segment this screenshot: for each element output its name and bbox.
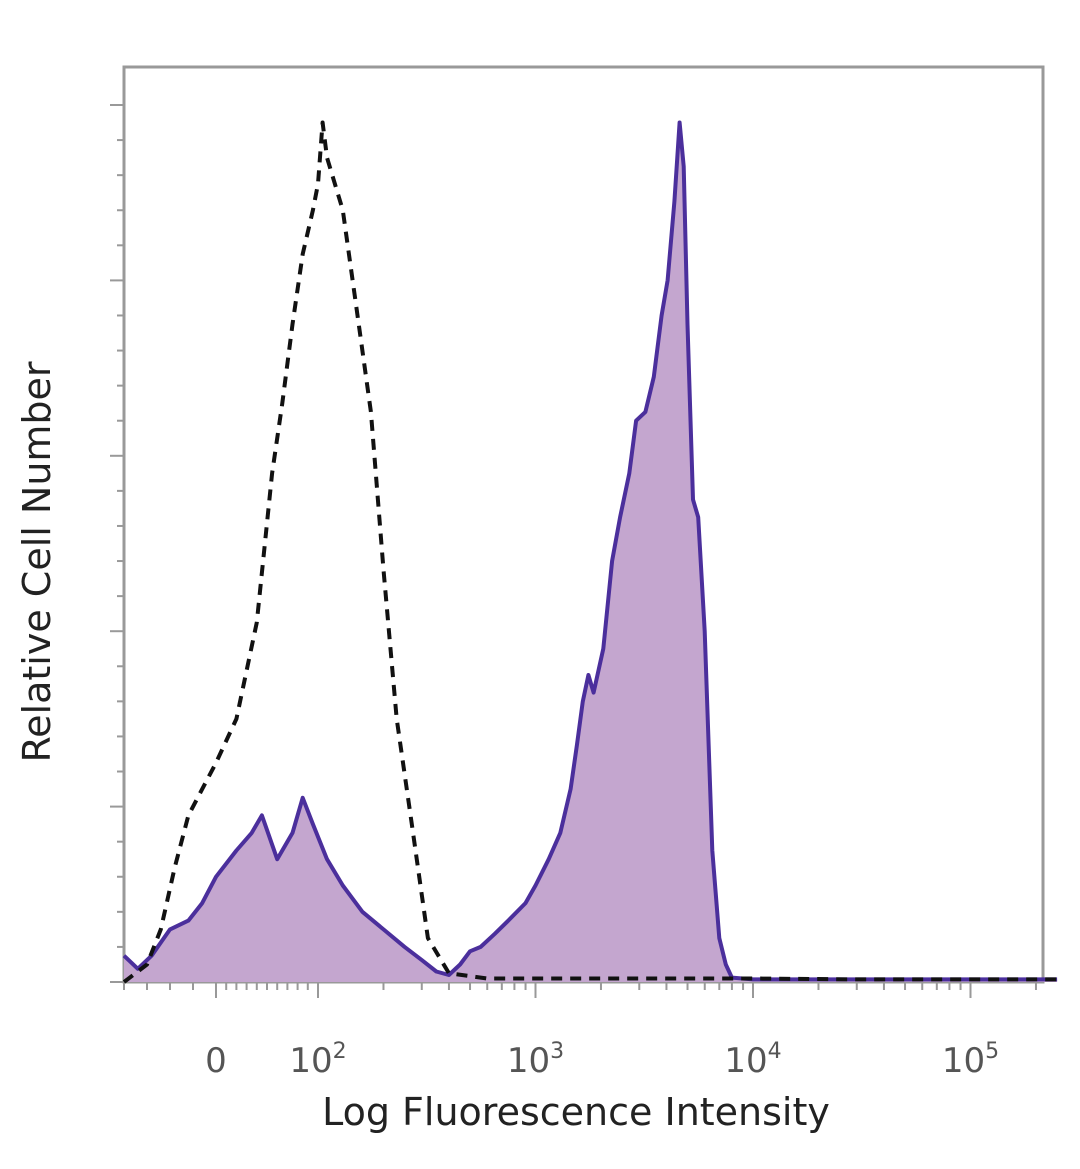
y-axis-ticks xyxy=(110,104,124,983)
x-tick-label: 105 xyxy=(942,1039,999,1081)
x-axis-tick-labels: 0 102 103 104 105 xyxy=(205,1039,999,1081)
series-layer xyxy=(122,120,1058,984)
x-tick-label: 104 xyxy=(724,1039,781,1081)
stained-sample-line xyxy=(122,120,1058,982)
x-tick-label: 0 xyxy=(205,1041,227,1081)
x-tick-label: 102 xyxy=(289,1039,346,1081)
x-axis-title: Log Fluorescence Intensity xyxy=(322,1090,830,1134)
y-axis-title: Relative Cell Number xyxy=(15,361,59,762)
stained-sample-fill xyxy=(124,122,1058,982)
isotype-control-line xyxy=(122,120,1058,984)
x-tick-label: 103 xyxy=(507,1039,564,1081)
x-axis-ticks xyxy=(123,982,1037,998)
